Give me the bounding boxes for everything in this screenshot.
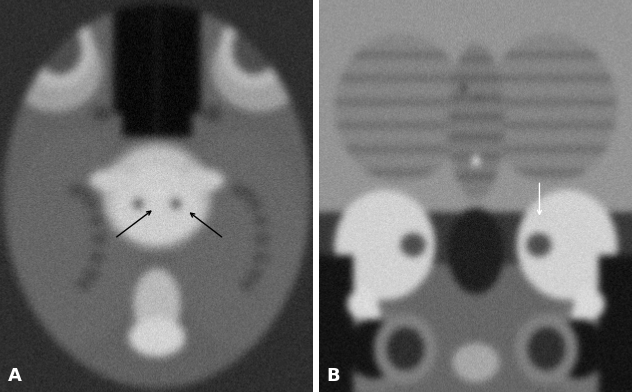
Text: A: A <box>8 367 22 385</box>
Text: B: B <box>327 367 340 385</box>
